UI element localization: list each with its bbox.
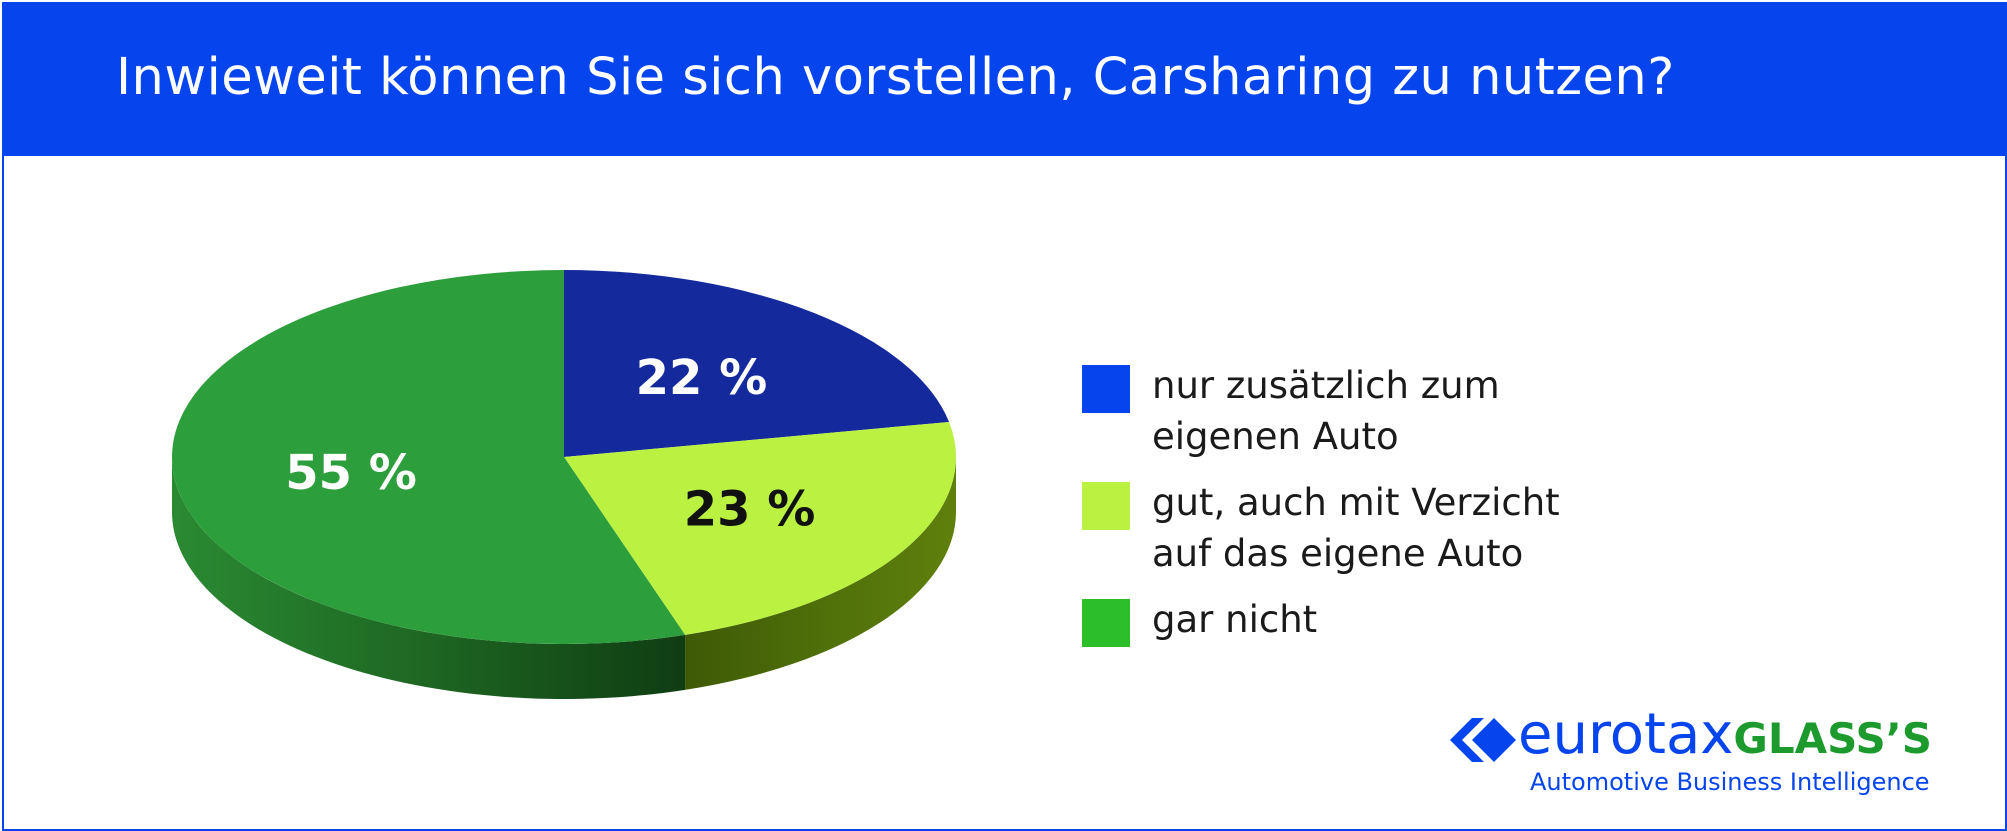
pie-slice [564, 270, 950, 457]
pie-value-label: 23 % [684, 481, 816, 537]
pie-slice-side [685, 457, 956, 690]
eurotax-logo: eurotaxGLASS’S Automotive Business Intel… [1450, 702, 1960, 796]
pie-value-labels: 22 % 23 % 55 % [285, 350, 815, 538]
pie-value-label: 22 % [636, 350, 768, 406]
legend-label: nur zusätzlich zum eigenen Auto [1152, 360, 1612, 462]
logo-word-glass: GLASS’S [1733, 714, 1932, 763]
pie-slice-tops [172, 270, 957, 644]
legend-label-line: gar nicht [1152, 598, 1318, 641]
logo-word-eurotax: eurotax [1518, 702, 1734, 767]
pie-slice-side [172, 457, 686, 700]
legend-label-line: eigenen Auto [1152, 415, 1399, 458]
legend-swatch [1082, 599, 1130, 647]
chevron-logo-icon [1450, 718, 1516, 762]
legend-label-line: auf das eigene Auto [1152, 532, 1524, 575]
logo-tagline: Automotive Business Intelligence [1530, 768, 1930, 796]
legend-swatch [1082, 482, 1130, 530]
logo-wordmark: eurotaxGLASS’S [1518, 702, 1932, 767]
pie-chart: 22 % 23 % 55 % [172, 270, 957, 700]
pie-value-label: 55 % [285, 445, 417, 501]
chart-title: Inwieweit können Sie sich vorstellen, Ca… [116, 48, 1675, 107]
pie-slice [172, 270, 686, 644]
legend-label-line: nur zusätzlich zum [1152, 364, 1500, 407]
legend-swatch [1082, 365, 1130, 413]
pie-slice [564, 421, 957, 635]
legend-label-line: gut, auch mit Verzicht [1152, 481, 1560, 524]
legend-label: gar nicht [1152, 594, 1612, 645]
title-banner: Inwieweit können Sie sich vorstellen, Ca… [4, 4, 2005, 156]
pie-side-walls [172, 457, 956, 700]
legend-label: gut, auch mit Verzicht auf das eigene Au… [1152, 477, 1612, 579]
